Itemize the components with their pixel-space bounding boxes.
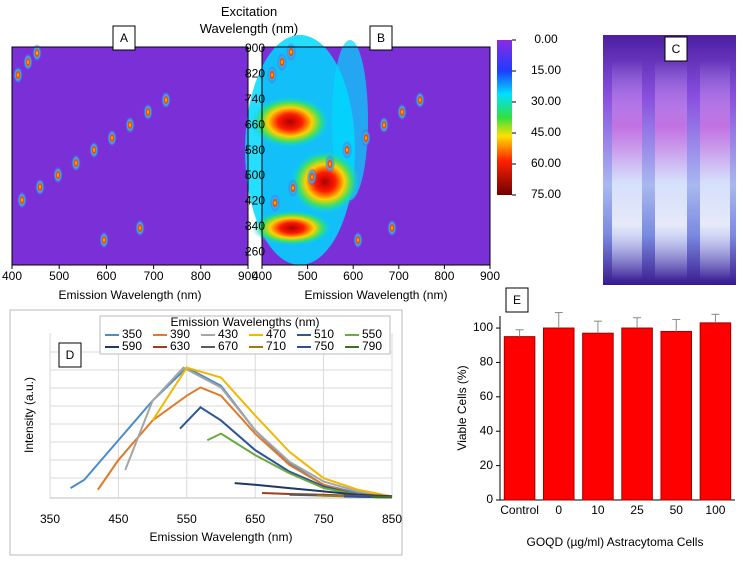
heatmap-spot xyxy=(379,116,389,134)
legend-label: 630 xyxy=(170,339,190,353)
legend-label: 790 xyxy=(362,339,382,353)
x-tick-label: 100 xyxy=(705,503,725,517)
heatmap-spot xyxy=(13,66,23,84)
x-tick-label: 25 xyxy=(630,503,644,517)
heatmap-spot xyxy=(53,166,63,184)
x-tick-label: 600 xyxy=(343,269,363,283)
x-tick-label: 700 xyxy=(144,269,164,283)
x-tick-label: 550 xyxy=(177,512,197,526)
heatmap-spot xyxy=(361,129,371,147)
x-tick-label: 700 xyxy=(389,269,409,283)
heatmap-spot xyxy=(161,91,171,109)
colorbar xyxy=(497,40,512,195)
heatmap-spot xyxy=(353,231,363,249)
heatmap-spot xyxy=(307,168,317,186)
legend-label: 590 xyxy=(122,339,142,353)
legend-label: 710 xyxy=(266,339,286,353)
x-tick-label: 800 xyxy=(191,269,211,283)
x-axis-label: Emission Wavelength (nm) xyxy=(150,530,293,544)
x-tick-label: 850 xyxy=(382,512,402,526)
colorbar-tick-label: 60.00 xyxy=(531,156,561,170)
heatmap-spot xyxy=(267,66,277,84)
y-tick-label: 60 xyxy=(480,389,494,403)
series-line xyxy=(180,407,392,496)
heatmap-spot xyxy=(270,194,280,212)
gel-lane xyxy=(655,60,687,280)
y-axis-label: Excitation Wavelength (nm) xyxy=(190,3,308,37)
x-axis-label: GOQD (µg/ml) Astracytoma Cells xyxy=(527,535,704,549)
panel-label: C xyxy=(672,42,681,56)
heatmap-spot xyxy=(397,103,407,121)
bar xyxy=(661,331,692,500)
heatmap-spot xyxy=(107,129,117,147)
y-tick-label: 20 xyxy=(480,458,494,472)
gel-lane xyxy=(700,60,730,280)
y-axis-label: Intensity (a.u.) xyxy=(22,377,36,453)
x-tick-label: 600 xyxy=(96,269,116,283)
heatmap-spot xyxy=(17,191,27,209)
panel-label: D xyxy=(66,348,75,362)
y-tick-label: 80 xyxy=(480,355,494,369)
bar xyxy=(543,328,574,500)
x-tick-label: 650 xyxy=(245,512,265,526)
x-axis-label: Emission Wavelength (nm) xyxy=(59,288,202,302)
colorbar-tick-label: 30.00 xyxy=(531,94,561,108)
heatmap-spot xyxy=(277,53,287,71)
bar xyxy=(622,328,653,500)
x-axis-label: Emission Wavelength (nm) xyxy=(305,288,448,302)
legend-title: Emission Wavelengths (nm) xyxy=(171,315,320,329)
x-tick-label: 450 xyxy=(108,512,128,526)
heatmap-a-background xyxy=(12,47,248,265)
x-tick-label: 750 xyxy=(314,512,334,526)
x-tick-label: 900 xyxy=(480,269,500,283)
heatmap-spot xyxy=(23,53,33,71)
bar xyxy=(700,323,731,500)
legend-label: 750 xyxy=(314,339,334,353)
series-line xyxy=(153,368,392,497)
panel-label: A xyxy=(120,31,128,45)
bar xyxy=(583,333,614,500)
heatmap-spot xyxy=(71,154,81,172)
colorbar-tick-label: 0.00 xyxy=(534,32,558,46)
x-tick-label: 350 xyxy=(40,512,60,526)
heatmap-spot xyxy=(342,141,352,159)
heatmap-spot xyxy=(35,178,45,196)
heatmap-spot xyxy=(325,155,335,173)
x-tick-label: 400 xyxy=(252,269,272,283)
x-tick-label: 0 xyxy=(555,503,562,517)
x-tick-label: 50 xyxy=(670,503,684,517)
y-tick-label: 0 xyxy=(486,492,493,506)
series-line xyxy=(125,368,392,497)
heatmap-spot xyxy=(143,103,153,121)
colorbar-tick-label: 45.00 xyxy=(531,125,561,139)
heatmap-spot xyxy=(387,219,397,237)
x-tick-label: 500 xyxy=(49,269,69,283)
x-tick-label: 400 xyxy=(2,269,22,283)
colorbar-tick-label: 15.00 xyxy=(531,63,561,77)
y-tick-label: 40 xyxy=(480,423,494,437)
bar xyxy=(504,337,535,500)
heatmap-spot xyxy=(286,43,296,61)
heatmap-spot xyxy=(288,179,298,197)
y-axis-label: Viable Cells (%) xyxy=(455,365,469,450)
panel-label: B xyxy=(377,31,385,45)
heatmap-spot xyxy=(125,116,135,134)
x-tick-label: 500 xyxy=(298,269,318,283)
heatmap-b-blob xyxy=(290,150,360,214)
heatmap-spot xyxy=(415,91,425,109)
colorbar-tick-label: 75.00 xyxy=(531,187,561,201)
heatmap-spot xyxy=(89,141,99,159)
panel-label: E xyxy=(513,293,521,307)
heatmap-spot xyxy=(135,219,145,237)
x-tick-label: 800 xyxy=(434,269,454,283)
heatmap-spot xyxy=(99,231,109,249)
x-tick-label: Control xyxy=(500,503,539,517)
series-line xyxy=(207,434,392,497)
x-tick-label: 10 xyxy=(591,503,605,517)
legend-label: 670 xyxy=(218,339,238,353)
gel-lane xyxy=(612,60,642,280)
y-tick-label: 100 xyxy=(473,320,493,334)
